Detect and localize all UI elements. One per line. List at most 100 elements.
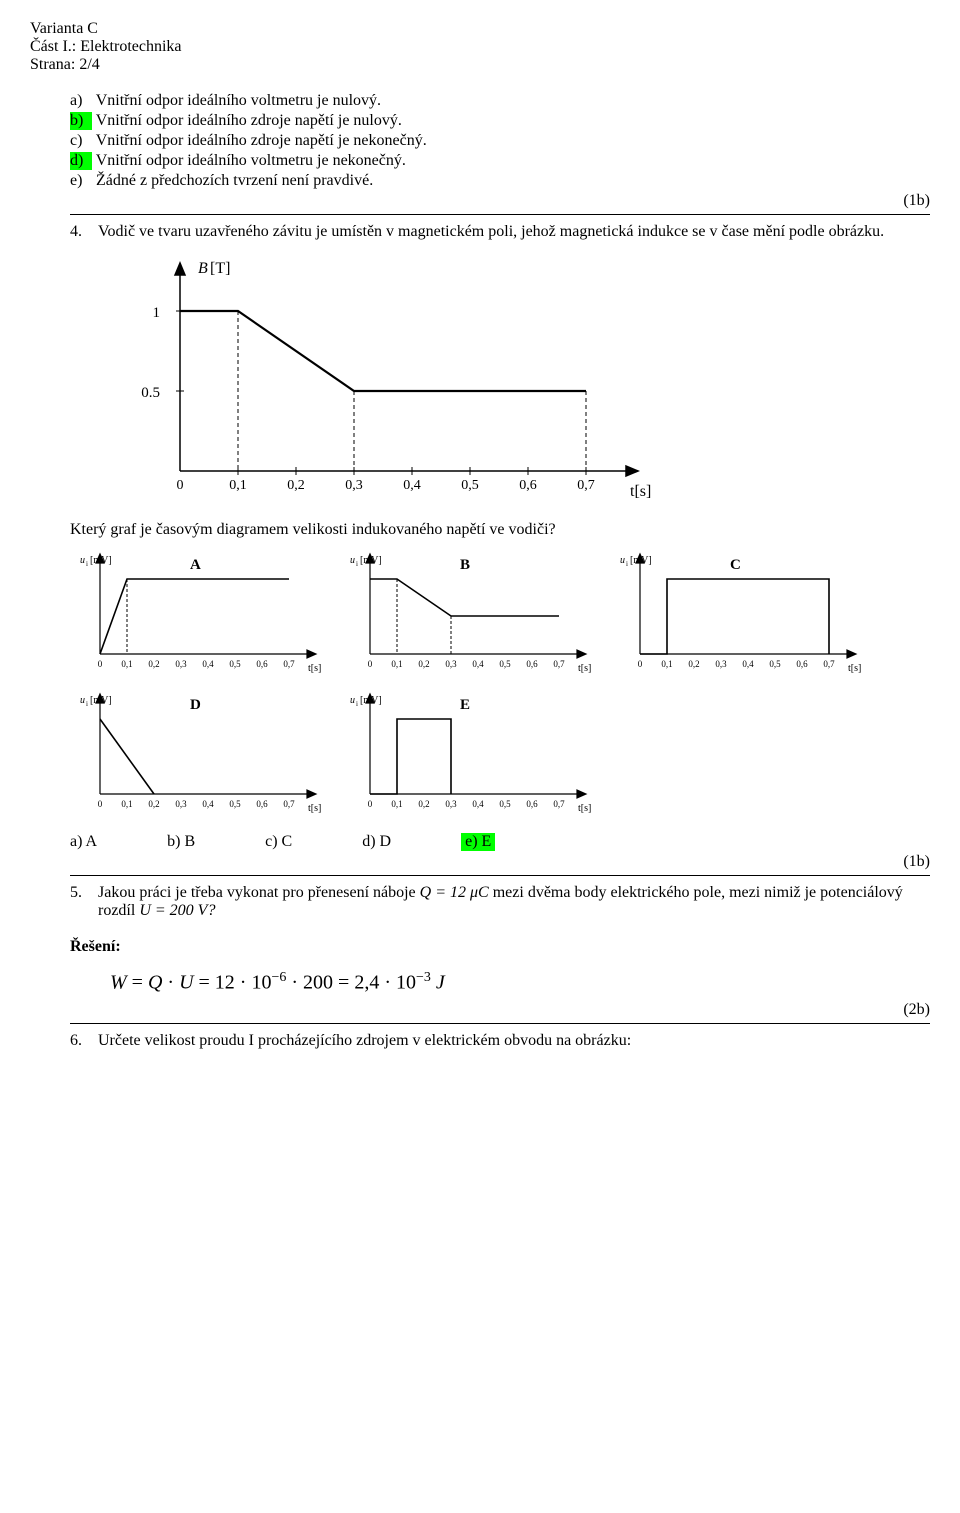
q3-opt-e-text: Žádné z předchozích tvrzení není pravdiv… — [96, 172, 373, 189]
main-chart-ylabel: B — [198, 260, 208, 277]
svg-text:0,3: 0,3 — [445, 799, 457, 809]
q3-opt-d-text: Vnitřní odpor ideálního voltmetru je nek… — [96, 152, 406, 169]
svg-text:0,5: 0,5 — [499, 799, 511, 809]
q3-option-b: b) Vnitřní odpor ideálního zdroje napětí… — [70, 112, 930, 130]
q3-option-d: d) Vnitřní odpor ideálního voltmetru je … — [70, 152, 930, 170]
svg-text:0,7: 0,7 — [283, 659, 295, 669]
svg-text:0,2: 0,2 — [287, 478, 305, 493]
small-chart-E: ui[mV] t[s] E 0 0,1 0,2 0,3 0,4 0,5 0,6 … — [340, 689, 600, 819]
svg-text:0,4: 0,4 — [472, 799, 484, 809]
main-chart: B [T] t[s] 1 0.5 0 0,1 0,2 0,3 0,4 0,5 0… — [110, 251, 930, 511]
q3-opt-e-letter: e) — [70, 172, 92, 190]
svg-text:0,6: 0,6 — [526, 799, 538, 809]
q3-option-c: c) Vnitřní odpor ideálního zdroje napětí… — [70, 132, 930, 150]
q4-answer-row: a) A b) B c) C d) D e) E — [70, 833, 930, 851]
svg-text:0,3: 0,3 — [345, 478, 363, 493]
svg-text:0: 0 — [368, 799, 373, 809]
svg-text:t[s]: t[s] — [630, 483, 651, 500]
q4-ans-a: a) A — [70, 833, 97, 851]
q3-opt-b-letter: b) — [70, 112, 92, 130]
q4-followup: Který graf je časovým diagramem velikost… — [70, 521, 930, 539]
svg-text:i: i — [86, 560, 88, 568]
q3-opt-a-text: Vnitřní odpor ideálního voltmetru je nul… — [96, 92, 381, 109]
header-variant: Varianta C — [30, 20, 930, 38]
svg-text:i: i — [356, 560, 358, 568]
q5-text: Jakou práci je třeba vykonat pro přenese… — [98, 884, 918, 920]
svg-text:0,6: 0,6 — [256, 659, 268, 669]
svg-text:u: u — [80, 695, 85, 706]
svg-text:0: 0 — [638, 659, 643, 669]
svg-text:0,3: 0,3 — [175, 659, 187, 669]
svg-text:u: u — [350, 555, 355, 566]
svg-text:0,1: 0,1 — [391, 659, 402, 669]
header-part: Část I.: Elektrotechnika — [30, 38, 930, 56]
svg-text:u: u — [350, 695, 355, 706]
svg-text:0.5: 0.5 — [141, 385, 160, 401]
q4-ans-b: b) B — [167, 833, 195, 851]
q6-number: 6. — [70, 1032, 94, 1050]
svg-text:i: i — [626, 560, 628, 568]
svg-text:[mV]: [mV] — [90, 695, 112, 706]
svg-text:1: 1 — [153, 305, 161, 321]
q6-text: Určete velikost proudu I procházejícího … — [98, 1032, 918, 1050]
svg-text:[mV]: [mV] — [360, 695, 382, 706]
divider-after-q5 — [70, 1023, 930, 1024]
svg-text:0,4: 0,4 — [202, 799, 214, 809]
svg-text:0,7: 0,7 — [553, 799, 565, 809]
svg-text:t[s]: t[s] — [578, 663, 591, 674]
svg-text:0,3: 0,3 — [175, 799, 187, 809]
q3-opt-c-text: Vnitřní odpor ideálního zdroje napětí je… — [96, 132, 427, 149]
svg-text:[mV]: [mV] — [360, 555, 382, 566]
q5-U-expr: U = 200 V? — [139, 902, 215, 919]
svg-text:0,2: 0,2 — [148, 799, 159, 809]
small-charts-row-2: ui[mV] t[s] D 0 0,1 0,2 0,3 0,4 0,5 0,6 … — [70, 689, 930, 819]
header-page: Strana: 2/4 — [30, 56, 930, 74]
q3-opt-d-letter: d) — [70, 152, 92, 170]
svg-text:B: B — [460, 557, 470, 573]
svg-text:i: i — [356, 700, 358, 708]
svg-text:0,7: 0,7 — [553, 659, 565, 669]
q4-block: 4. Vodič ve tvaru uzavřeného závitu je u… — [70, 223, 930, 241]
svg-text:t[s]: t[s] — [308, 803, 321, 814]
svg-text:0,6: 0,6 — [256, 799, 268, 809]
svg-text:0,7: 0,7 — [577, 478, 595, 493]
svg-text:t[s]: t[s] — [848, 663, 861, 674]
svg-text:0,7: 0,7 — [283, 799, 295, 809]
svg-text:0,1: 0,1 — [661, 659, 672, 669]
svg-text:0,6: 0,6 — [526, 659, 538, 669]
q4-ans-d: d) D — [362, 833, 391, 851]
svg-text:0,7: 0,7 — [823, 659, 835, 669]
svg-text:t[s]: t[s] — [308, 663, 321, 674]
q5-block: 5. Jakou práci je třeba vykonat pro přen… — [70, 884, 930, 920]
svg-text:0,1: 0,1 — [391, 799, 402, 809]
svg-text:0,4: 0,4 — [403, 478, 421, 493]
q4-number: 4. — [70, 223, 94, 241]
q5-number: 5. — [70, 884, 94, 902]
svg-text:E: E — [460, 697, 470, 713]
q4-points: (1b) — [70, 853, 930, 871]
q4-ans-c: c) C — [265, 833, 292, 851]
q4-ans-e: e) E — [461, 833, 495, 851]
q3-option-e: e) Žádné z předchozích tvrzení není prav… — [70, 172, 930, 190]
svg-text:0: 0 — [98, 799, 103, 809]
svg-text:0: 0 — [98, 659, 103, 669]
svg-text:0,6: 0,6 — [519, 478, 537, 493]
svg-text:0,4: 0,4 — [742, 659, 754, 669]
svg-text:0: 0 — [368, 659, 373, 669]
svg-text:u: u — [620, 555, 625, 566]
q5-points: (2b) — [70, 1001, 930, 1019]
svg-text:[T]: [T] — [210, 260, 230, 277]
q3-opt-a-letter: a) — [70, 92, 92, 110]
svg-text:0,5: 0,5 — [499, 659, 511, 669]
svg-text:0,3: 0,3 — [715, 659, 727, 669]
small-chart-D: ui[mV] t[s] D 0 0,1 0,2 0,3 0,4 0,5 0,6 … — [70, 689, 330, 819]
svg-text:0,5: 0,5 — [769, 659, 781, 669]
svg-text:0,1: 0,1 — [229, 478, 247, 493]
q3-points: (1b) — [70, 192, 930, 210]
q5-solution-label: Řešení: — [70, 938, 930, 956]
q5-text-before: Jakou práci je třeba vykonat pro přenese… — [98, 884, 420, 901]
divider-after-q4 — [70, 875, 930, 876]
svg-text:0,5: 0,5 — [229, 799, 241, 809]
svg-text:C: C — [730, 557, 741, 573]
divider-after-q3 — [70, 214, 930, 215]
